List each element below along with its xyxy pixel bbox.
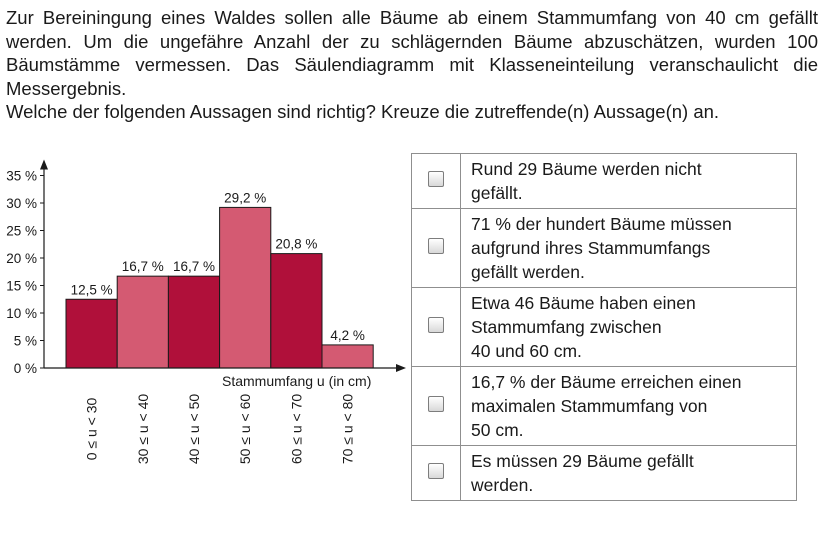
x-category-label: 40 ≤ u < 50 [186,394,202,465]
x-axis-arrow [396,364,406,372]
statement-checkbox[interactable] [428,396,444,412]
y-tick-label: 10 % [6,306,37,321]
intro-text: Zur Bereiningung eines Waldes sollen all… [6,7,818,99]
statement-row: 16,7 % der Bäume erreichen einen maximale… [411,366,797,446]
x-category-label: 50 ≤ u < 60 [237,394,253,465]
statement-line: Stammumfang zwischen [471,317,662,337]
question-text: Welche der folgenden Aussagen sind richt… [6,101,720,122]
bar [219,206,272,369]
statement-line: Rund 29 Bäume werden nicht [471,159,702,179]
checkbox-cell [411,366,461,446]
statement-line: aufgrund ihres Stammumfangs [471,238,711,258]
statement-line: maximalen Stammumfang von [471,396,708,416]
statement-line: 40 und 60 cm. [471,341,582,361]
y-tick-label: 20 % [6,251,37,266]
bar-value-label: 29,2 % [224,190,266,205]
y-tick-label: 15 % [6,279,37,294]
statement-checkbox[interactable] [428,317,444,333]
task-introduction: Zur Bereiningung eines Waldes sollen all… [6,6,818,124]
bar-value-label: 20,8 % [275,237,317,252]
statement-checkbox[interactable] [428,238,444,254]
y-tick-label: 35 % [6,169,37,184]
statement-line: 71 % der hundert Bäume müssen [471,214,732,234]
bar-chart: 0 % 5 % 10 % 15 % 20 % 25 % 30 % 35 % 12,5 % 16,7… [6,159,406,465]
y-axis-arrow [40,159,48,170]
bar [65,298,118,369]
statement-line: werden. [471,475,534,495]
x-category-label: 0 ≤ u < 30 [84,398,100,461]
x-axis-title: Stammumfang u (in cm) [222,373,371,389]
statement-row: Rund 29 Bäume werden nicht gefällt. [411,153,797,209]
statement-row: 71 % der hundert Bäume müssen aufgrund ih… [411,208,797,288]
bar [116,275,169,369]
y-tick-label: 5 % [14,334,37,349]
checkbox-cell [411,445,461,501]
statement-checkbox[interactable] [428,463,444,479]
bar-value-label: 4,2 % [330,328,365,343]
bar-value-label: 16,7 % [173,259,215,274]
bar [270,253,323,369]
statement-line: Etwa 46 Bäume haben einen [471,293,696,313]
statement-row: Es müssen 29 Bäume gefällt werden. [411,445,797,501]
statement-table: Rund 29 Bäume werden nicht gefällt. 71 % d… [411,153,797,501]
y-tick-label: 25 % [6,224,37,239]
statement-checkbox[interactable] [428,171,444,187]
checkbox-cell [411,153,461,209]
y-tick-label: 0 % [14,361,37,376]
statement-line: 16,7 % der Bäume erreichen einen [471,372,742,392]
bar [321,344,374,369]
bar-value-label: 12,5 % [71,282,113,297]
bar [167,275,221,369]
statement-line: Es müssen 29 Bäume gefällt [471,451,694,471]
statement-text: 71 % der hundert Bäume müssen aufgrund ih… [460,208,797,288]
statement-line: gefällt werden. [471,262,585,282]
statement-text: Etwa 46 Bäume haben einen Stammumfang zwi… [460,287,797,367]
statement-line: gefällt. [471,183,523,203]
checkbox-cell [411,287,461,367]
x-category-label: 70 ≤ u < 80 [340,394,356,465]
x-category-label: 30 ≤ u < 40 [135,394,151,465]
statement-line: 50 cm. [471,420,524,440]
y-tick-label: 30 % [6,196,37,211]
statement-text: Rund 29 Bäume werden nicht gefällt. [460,153,797,209]
statement-row: Etwa 46 Bäume haben einen Stammumfang zwi… [411,287,797,367]
checkbox-cell [411,208,461,288]
x-category-label: 60 ≤ u < 70 [288,394,304,465]
statement-text: Es müssen 29 Bäume gefällt werden. [460,445,797,501]
bar-value-label: 16,7 % [122,259,164,274]
statement-text: 16,7 % der Bäume erreichen einen maximale… [460,366,797,446]
